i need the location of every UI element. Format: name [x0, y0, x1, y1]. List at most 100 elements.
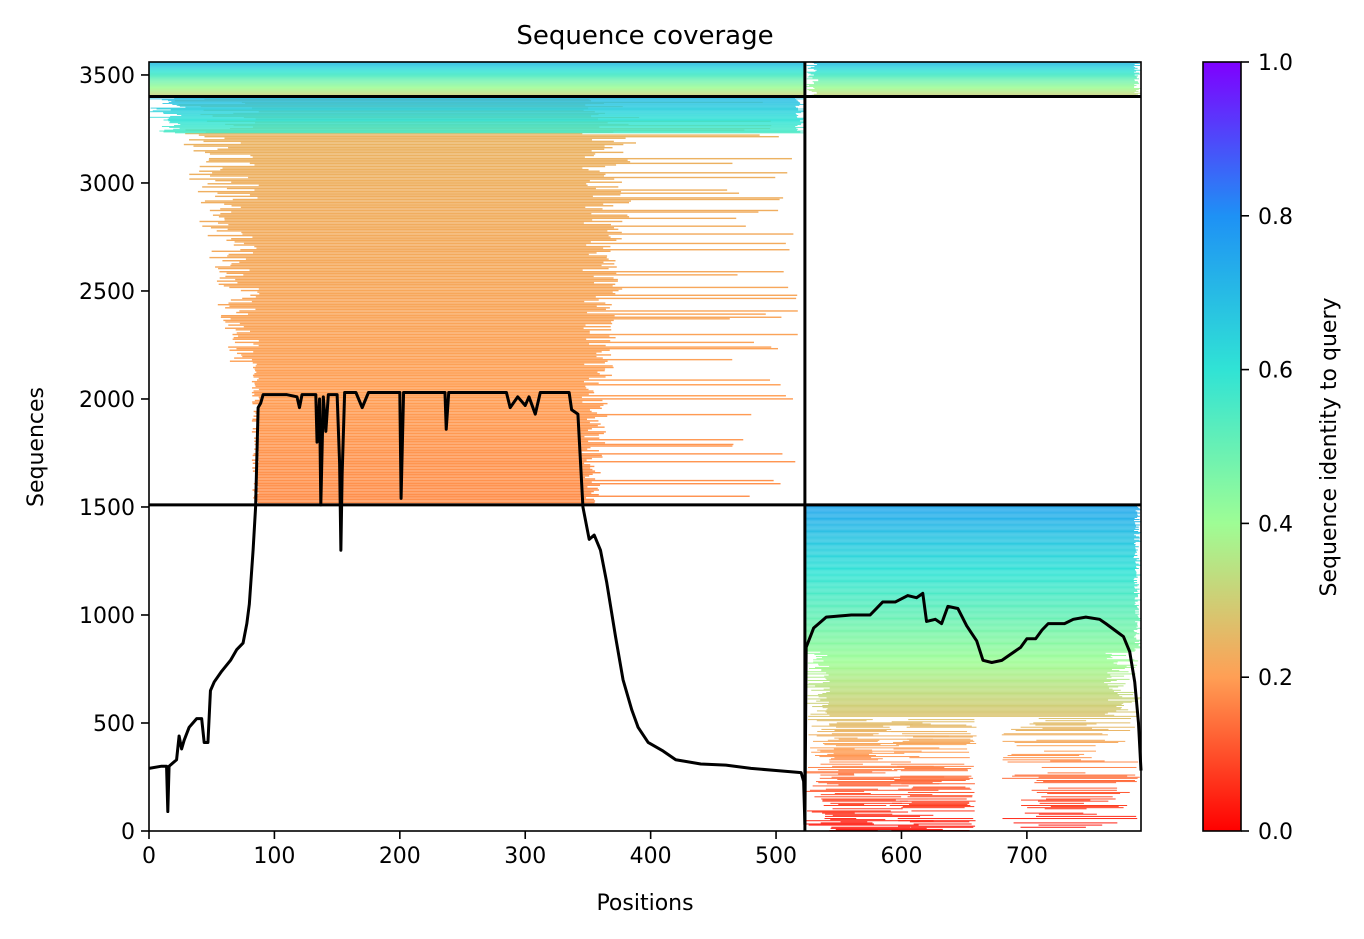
sequence-row	[821, 657, 1113, 659]
sequence-row	[149, 65, 805, 67]
sequence-row	[829, 681, 1111, 683]
sequence-row	[1041, 766, 1137, 768]
sequence-row	[804, 506, 1138, 507]
y-tick-label: 2500	[79, 280, 135, 305]
sequence-row	[804, 641, 1135, 643]
sequence-row	[804, 637, 1137, 639]
sequence-row	[808, 734, 874, 736]
sequence-row	[258, 396, 582, 399]
sequence-row	[826, 691, 1136, 693]
sequence-row	[170, 115, 797, 117]
sequence-row	[808, 72, 1140, 74]
sequence-row	[892, 802, 970, 804]
sequence-row	[824, 744, 881, 746]
sequence-row	[259, 409, 590, 411]
sequence-row	[199, 220, 623, 223]
sequence-row	[1047, 772, 1086, 774]
sequence-row	[255, 308, 606, 311]
sequence-row	[804, 556, 1135, 558]
colorbar-tick-label: 0.6	[1258, 359, 1293, 384]
sequence-row	[824, 675, 1125, 677]
sequence-row	[149, 80, 805, 82]
sequence-row	[254, 373, 600, 375]
sequence-row	[910, 795, 973, 797]
sequence-row	[804, 596, 1138, 598]
sequence-row	[216, 230, 608, 232]
sequence-row	[804, 610, 1136, 612]
sequence-row	[220, 168, 589, 171]
sequence-row	[161, 126, 796, 127]
sequence-row	[806, 84, 1135, 86]
sequence-row	[828, 674, 1111, 676]
sequence-row	[208, 159, 628, 161]
sequence-row	[231, 211, 759, 213]
sequence-row	[257, 406, 601, 408]
sequence-row	[804, 636, 1134, 638]
sequence-row	[235, 329, 612, 331]
sequence-row	[251, 300, 585, 303]
sequence-row	[804, 618, 1141, 619]
sequence-row	[804, 538, 1135, 540]
sequence-row	[804, 601, 1135, 603]
sequence-row	[252, 428, 592, 430]
sequence-row	[237, 352, 597, 355]
sequence-row	[257, 413, 752, 416]
sequence-row	[804, 587, 1135, 589]
sequence-row	[149, 79, 805, 81]
sequence-row	[252, 467, 591, 469]
sequence-row	[255, 498, 595, 501]
sequence-row	[809, 75, 1139, 77]
colorbar-label: Sequence identity to query	[1317, 297, 1342, 596]
y-tick-label: 0	[121, 820, 135, 845]
sequence-row	[256, 247, 604, 249]
sequence-row	[254, 393, 589, 395]
sequence-row	[231, 263, 615, 265]
sequence-row	[820, 699, 1109, 701]
sequence-row	[806, 673, 1136, 675]
sequence-row	[804, 523, 1136, 525]
sequence-row	[1036, 791, 1130, 793]
sequence-row	[804, 514, 1138, 516]
sequence-row	[804, 547, 1136, 549]
y-tick-label: 1000	[79, 604, 135, 629]
colorbar-tick-label: 0.4	[1258, 512, 1293, 537]
sequence-row	[816, 92, 1141, 94]
sequence-row	[230, 299, 599, 301]
sequence-row	[809, 789, 939, 791]
sequence-row	[806, 702, 1124, 704]
sequence-row	[804, 616, 1139, 618]
sequence-row	[255, 476, 586, 479]
sequence-row	[226, 239, 617, 242]
sequence-row	[822, 704, 1124, 706]
sequence-row	[815, 70, 1137, 72]
sequence-row	[149, 64, 805, 65]
x-tick-label: 300	[504, 844, 546, 869]
sequence-row	[177, 123, 802, 125]
sequence-row	[804, 649, 1136, 651]
sequence-row	[1007, 755, 1080, 756]
sequence-row	[822, 800, 908, 802]
sequence-row	[1047, 793, 1121, 795]
sequence-row	[805, 823, 874, 825]
sequence-row	[159, 130, 804, 132]
sequence-row	[228, 302, 606, 304]
y-axis-label: Sequences	[24, 387, 49, 507]
colorbar: 0.0 0.2 0.4 0.6 0.8 1.0 Sequence identity to …	[1202, 51, 1342, 845]
sequence-row	[243, 325, 611, 328]
x-tick-label: 500	[755, 844, 797, 869]
sequence-row	[913, 798, 967, 800]
sequence-row	[900, 777, 974, 779]
sequence-row	[812, 77, 1137, 79]
sequence-row	[804, 550, 1136, 552]
sequence-row	[812, 81, 1138, 83]
sequence-row	[255, 468, 593, 471]
sequence-row	[254, 490, 594, 493]
sequence-row	[224, 217, 737, 220]
sequence-row	[1015, 729, 1131, 731]
sequence-row	[237, 282, 595, 284]
sequence-row	[840, 821, 868, 823]
sequence-row	[236, 311, 588, 314]
sequence-rows	[149, 62, 1141, 831]
sequence-row	[199, 170, 600, 172]
sequence-row	[893, 741, 971, 743]
